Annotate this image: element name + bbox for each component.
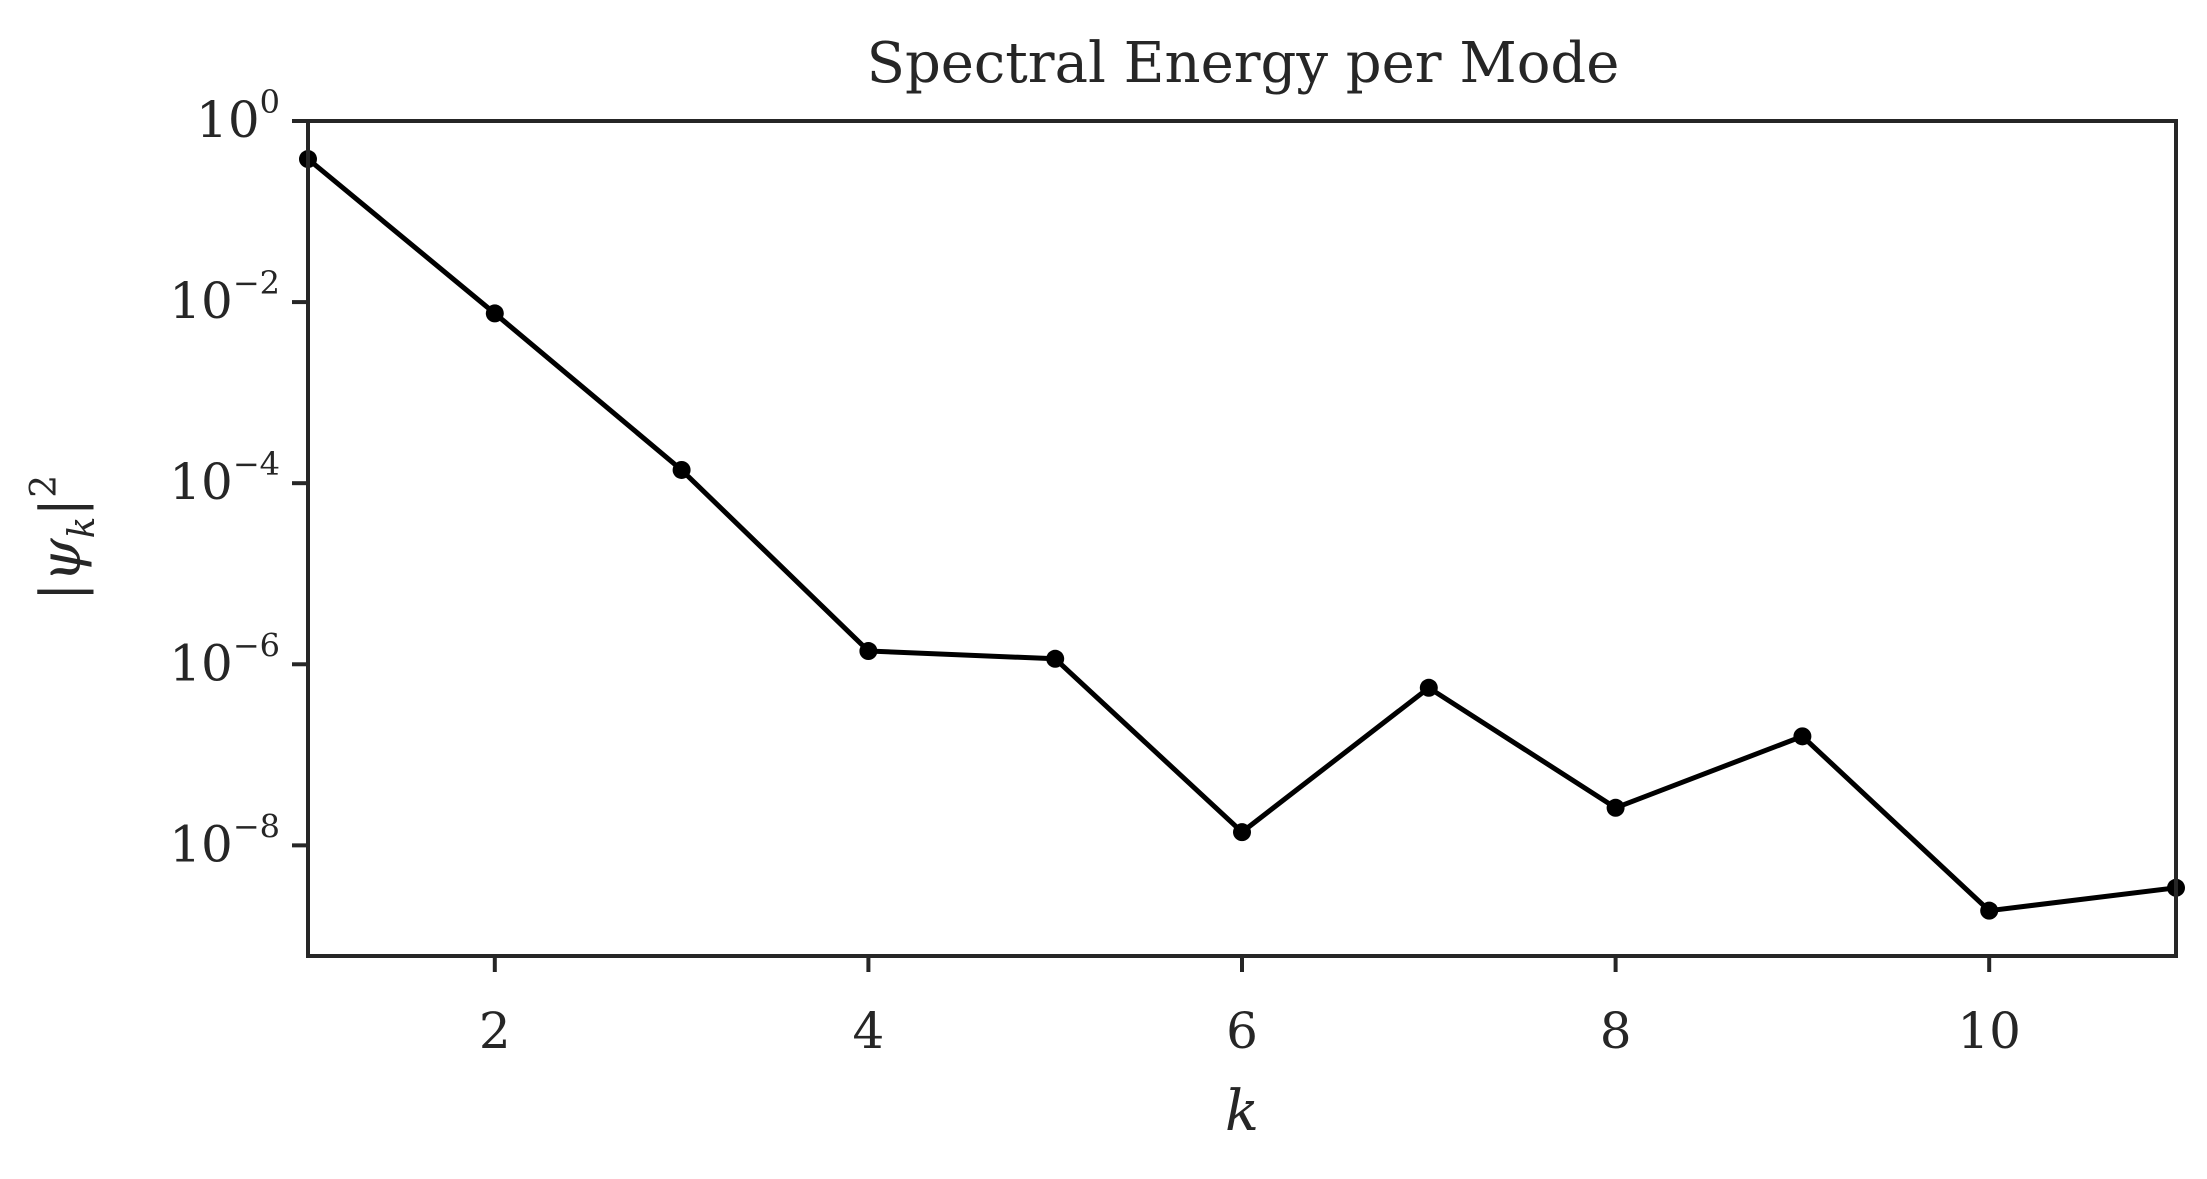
data-point [1233, 823, 1251, 842]
data-point [1046, 649, 1065, 668]
x-tick-label: 4 [852, 1002, 884, 1060]
y-tick-base: 10 [169, 815, 233, 873]
y-tick-exponent: −6 [233, 626, 280, 664]
y-tick-label: 100 [196, 83, 280, 149]
x-axis: 2 4 6 8 10 [479, 956, 2021, 1060]
y-tick-label: 10−4 [169, 445, 280, 511]
x-tick-label: 8 [1600, 1002, 1632, 1060]
y-tick-label: 10−6 [169, 626, 280, 692]
y-tick-label: 10−8 [169, 807, 280, 873]
series-layer [299, 150, 2185, 920]
y-tick-base: 10 [169, 453, 233, 511]
y-tick-base: 10 [169, 272, 233, 330]
data-point [1980, 901, 1999, 920]
x-tick-label: 10 [1957, 1002, 2021, 1060]
data-point [859, 642, 878, 661]
y-tick-base: 10 [169, 634, 233, 692]
x-tick-label: 2 [479, 1002, 511, 1060]
y-tick-exponent: −8 [233, 807, 280, 845]
plot-area [299, 119, 2185, 958]
y-tick-label: 10−2 [169, 264, 280, 330]
y-tick-exponent: −2 [233, 264, 280, 302]
data-point [672, 460, 691, 479]
chart-title: Spectral Energy per Mode [867, 31, 1620, 96]
data-point [1606, 798, 1625, 817]
series-line [306, 157, 2177, 914]
x-axis-label: k [1225, 1079, 1259, 1144]
data-point [485, 304, 504, 323]
data-point [1793, 727, 1812, 746]
y-tick-base: 10 [196, 91, 260, 149]
y-tick-exponent: −4 [233, 445, 280, 483]
data-point [1419, 678, 1438, 697]
y-tick-exponent: 0 [260, 83, 280, 121]
y-axis-label: |ψk|2 [24, 475, 103, 601]
x-tick-label: 6 [1226, 1002, 1258, 1060]
